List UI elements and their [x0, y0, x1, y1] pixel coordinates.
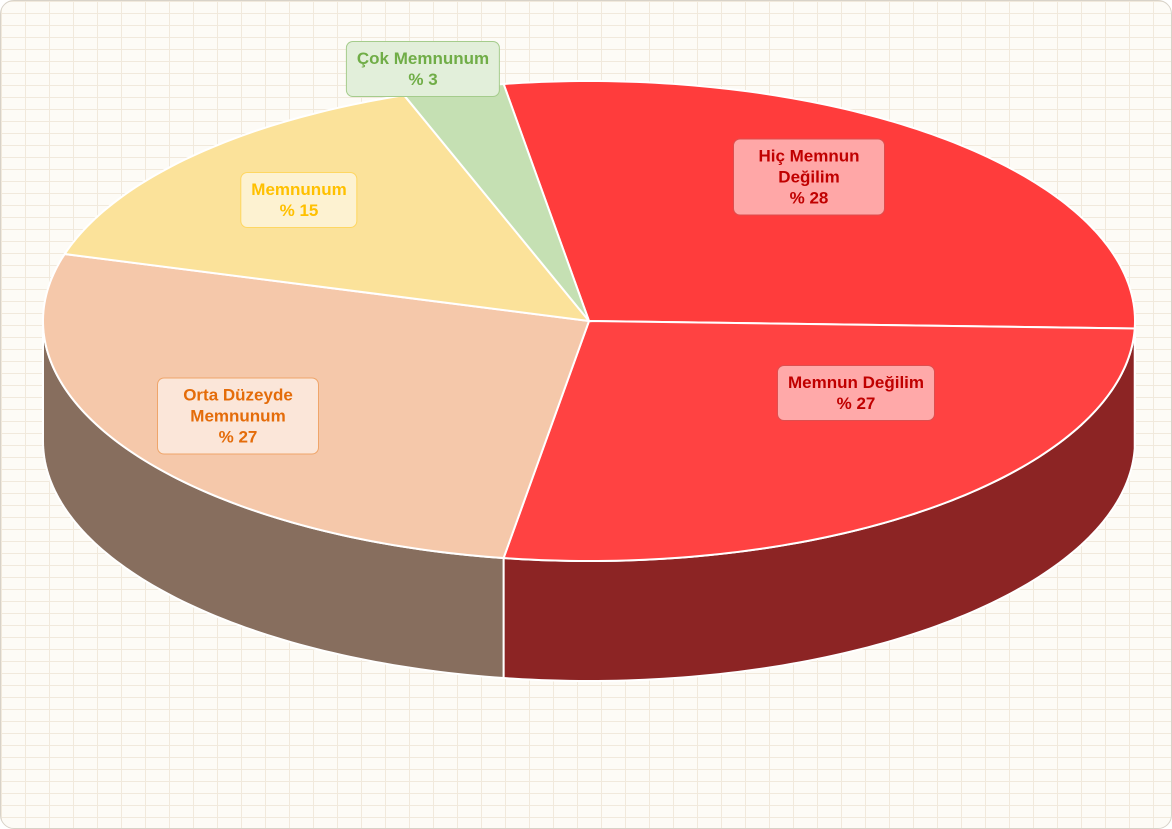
data-label: Çok Memnunum % 3 — [345, 41, 501, 97]
data-label: Memnun Değilim % 27 — [776, 365, 936, 421]
data-label: Memnunum % 15 — [240, 172, 358, 228]
label-category: Memnunum — [251, 180, 347, 199]
label-value: % 28 — [789, 188, 829, 208]
label-value: % 27 — [836, 394, 876, 413]
label-value: % 3 — [408, 70, 438, 89]
label-category: Orta Düzeyde Memnunum — [183, 385, 293, 426]
data-label: Orta Düzeyde Memnunum% 27 — [157, 377, 319, 455]
label-value: % 27 — [218, 427, 258, 447]
label-category: Çok Memnunum — [356, 49, 490, 68]
data-label: Hiç Memnun Değilim% 28 — [733, 138, 885, 216]
label-category: Hiç Memnun Değilim — [758, 146, 860, 187]
label-category: Memnun Değilim — [787, 373, 925, 392]
label-value: % 15 — [279, 201, 319, 220]
pie-slice — [502, 319, 1136, 563]
